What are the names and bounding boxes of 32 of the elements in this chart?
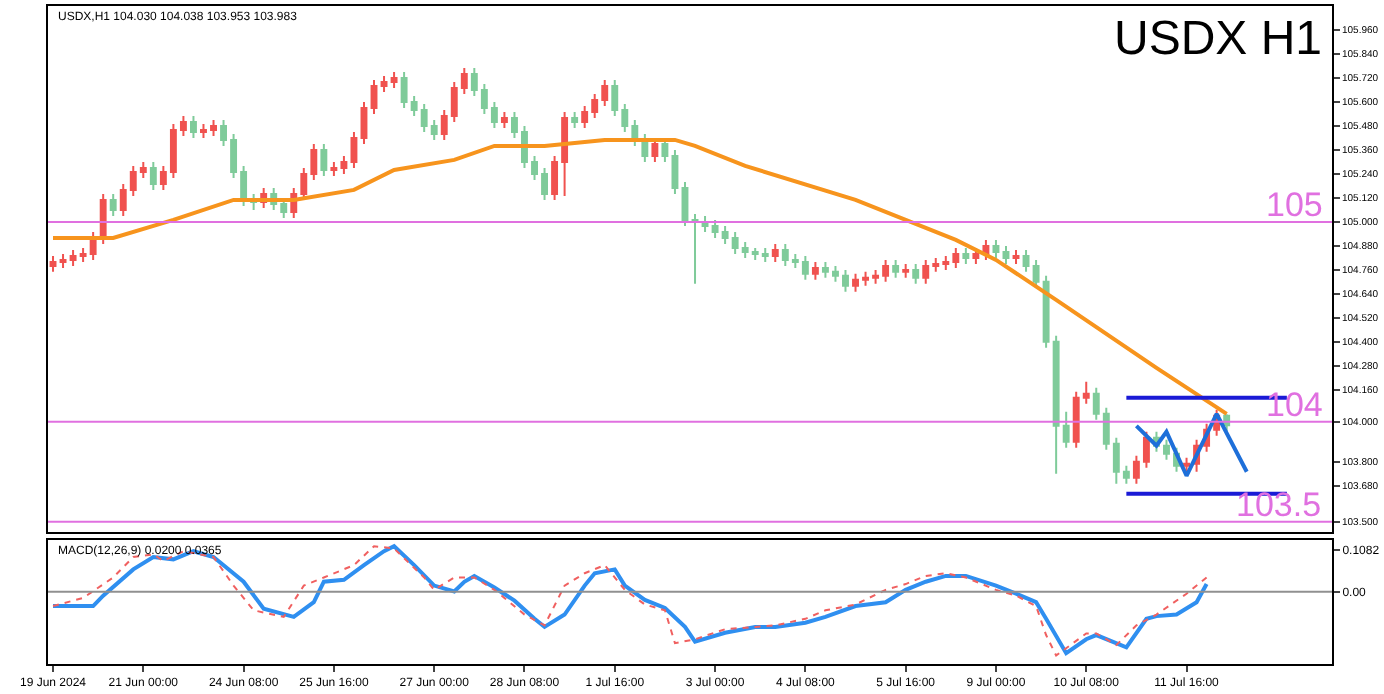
ref-line-label: 104 bbox=[1266, 386, 1323, 424]
candlestick bbox=[771, 242, 779, 263]
candlestick bbox=[149, 160, 157, 191]
candlestick bbox=[109, 192, 117, 217]
candlestick bbox=[500, 110, 508, 129]
candlestick bbox=[902, 262, 910, 279]
ref-line-label: 103.5 bbox=[1236, 486, 1322, 524]
candlestick bbox=[49, 254, 57, 273]
candlestick bbox=[992, 238, 1000, 259]
candlestick bbox=[661, 136, 669, 163]
candlestick bbox=[360, 100, 368, 145]
candlestick bbox=[641, 132, 649, 163]
candlestick bbox=[972, 246, 980, 265]
candlestick bbox=[651, 136, 659, 163]
candlestick bbox=[350, 130, 358, 169]
line-series bbox=[51, 137, 1229, 416]
candlestick bbox=[962, 246, 970, 265]
candlestick bbox=[811, 260, 819, 281]
candlestick bbox=[320, 142, 328, 177]
candlestick bbox=[190, 114, 197, 139]
candlestick bbox=[1012, 248, 1020, 265]
chart-title: USDX H1 bbox=[1114, 12, 1323, 66]
candlestick bbox=[671, 148, 679, 195]
candlestick bbox=[892, 258, 900, 279]
candlestick bbox=[691, 212, 699, 285]
candlestick bbox=[370, 78, 378, 115]
candlestick bbox=[99, 192, 107, 245]
line-series bbox=[1134, 411, 1249, 478]
candlestick bbox=[1002, 244, 1010, 265]
ref-line-label: 105 bbox=[1266, 186, 1323, 224]
candlestick bbox=[571, 110, 579, 129]
candlestick bbox=[912, 262, 920, 285]
